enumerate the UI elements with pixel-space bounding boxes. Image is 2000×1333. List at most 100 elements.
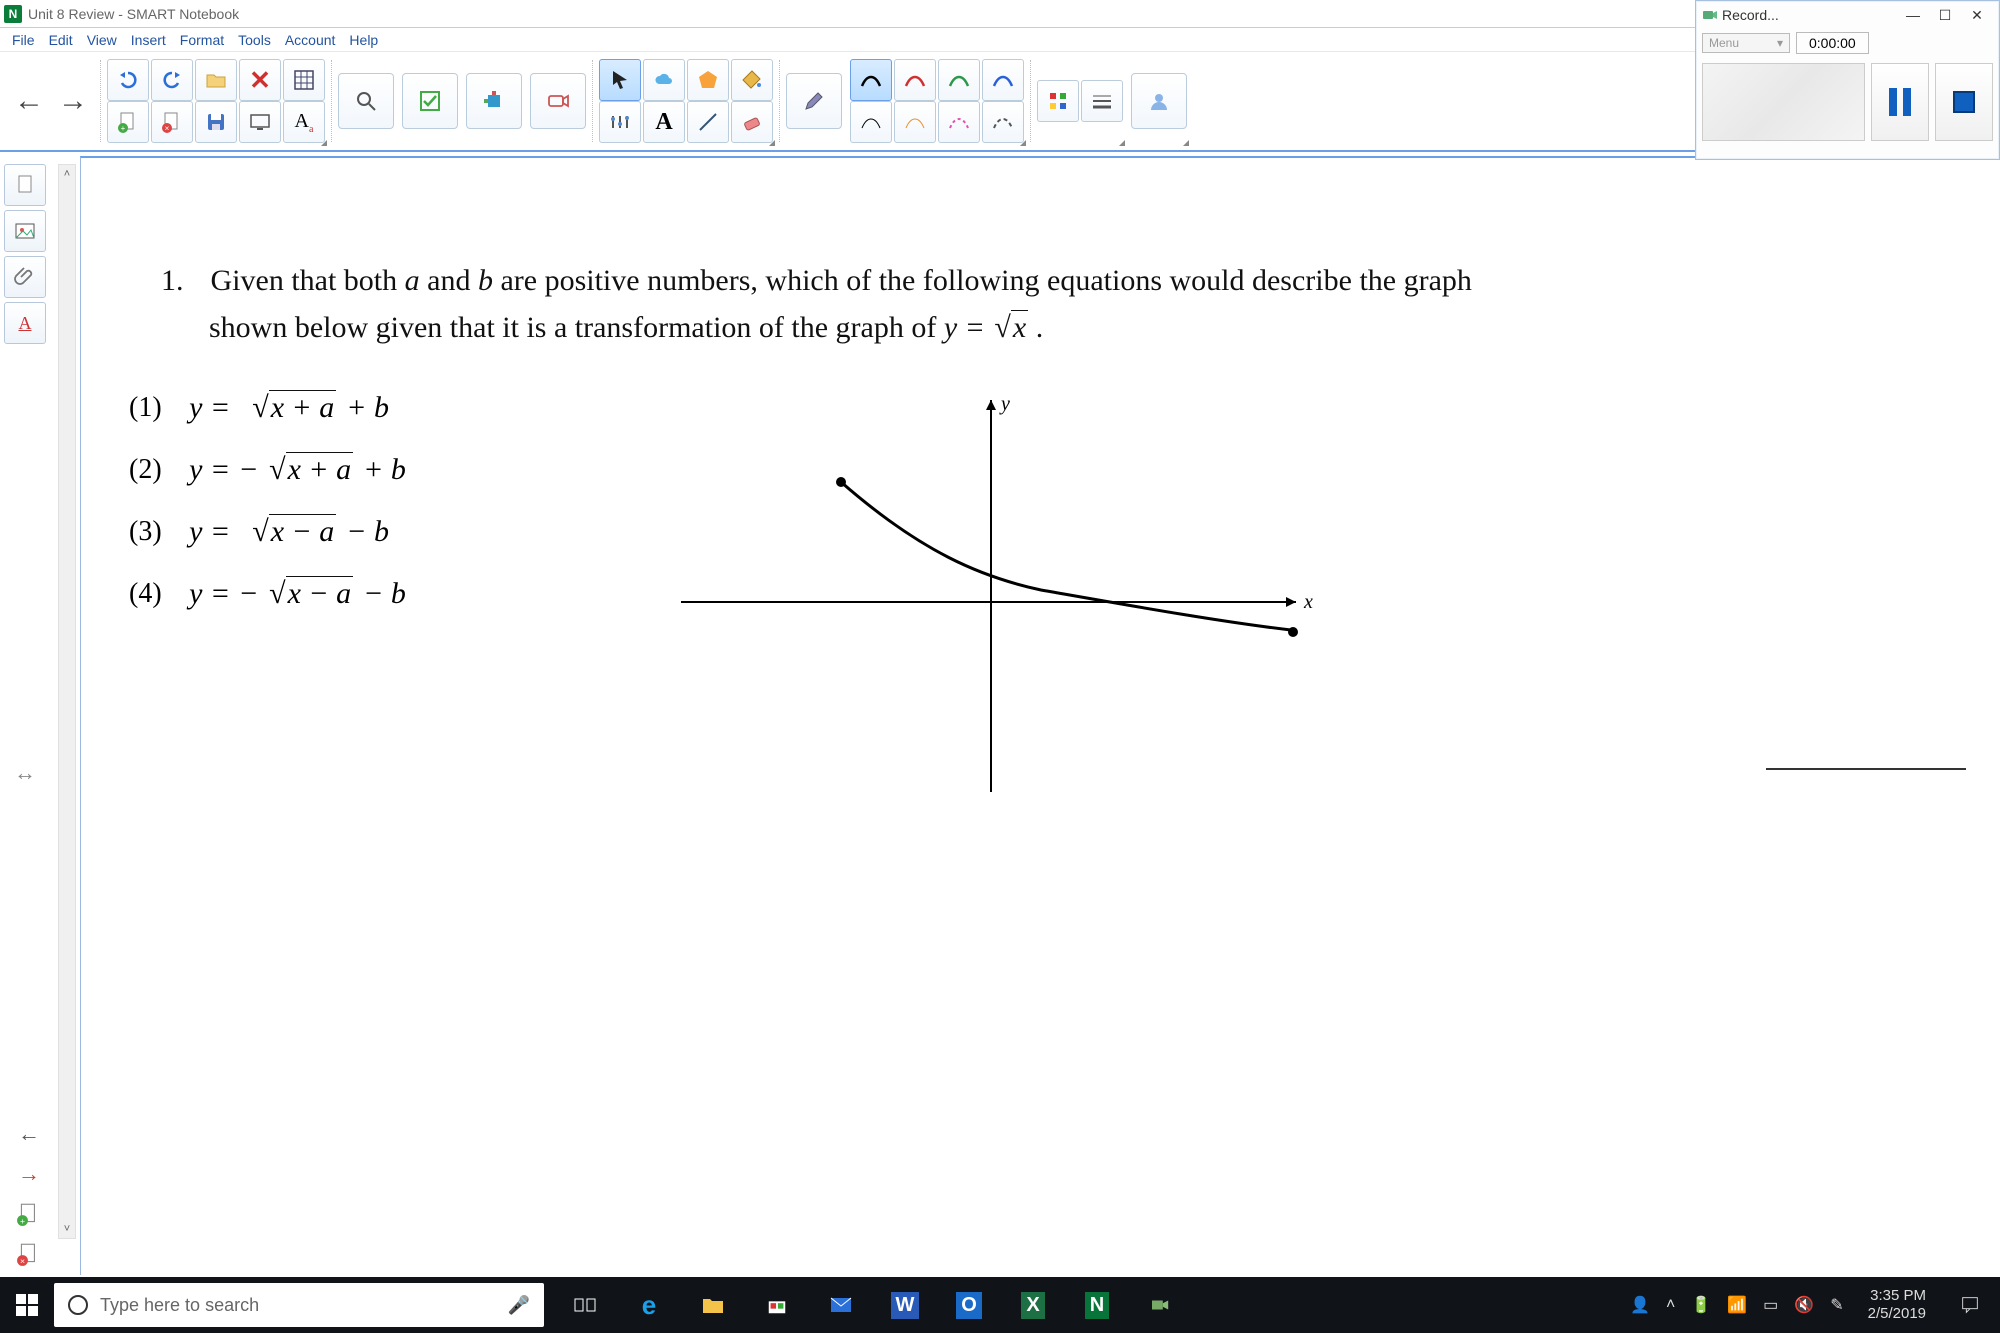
- resize-handle[interactable]: ↔: [14, 760, 36, 786]
- paperclip-icon: [13, 265, 37, 289]
- task-view-icon: [573, 1293, 597, 1317]
- outlook-button[interactable]: O: [942, 1283, 996, 1327]
- page-delete[interactable]: ×: [9, 1237, 49, 1271]
- window-title: Unit 8 Review - SMART Notebook: [28, 6, 239, 22]
- penstyle-1[interactable]: [850, 59, 892, 101]
- addon-button[interactable]: [466, 73, 522, 129]
- notifications-button[interactable]: [1950, 1294, 1990, 1316]
- word-button[interactable]: W: [878, 1283, 932, 1327]
- forward-button[interactable]: →: [52, 80, 94, 122]
- page-next[interactable]: →: [9, 1157, 49, 1191]
- penstyle-4[interactable]: [982, 59, 1024, 101]
- penstyle-7[interactable]: [938, 101, 980, 143]
- question-text: 1. Given that both a and b are positive …: [81, 158, 1996, 351]
- side-scrollbar[interactable]: ˄ ˅: [58, 164, 76, 1239]
- color-palette-button[interactable]: [1037, 80, 1079, 122]
- menu-help[interactable]: Help: [343, 30, 384, 50]
- menu-view[interactable]: View: [81, 30, 123, 50]
- pen-tray-icon[interactable]: ✎: [1830, 1295, 1843, 1315]
- camera-icon: [546, 89, 570, 113]
- users-button[interactable]: [1131, 73, 1187, 129]
- menu-format[interactable]: Format: [174, 30, 230, 50]
- camera-button[interactable]: [530, 73, 586, 129]
- page-prev[interactable]: ←: [9, 1117, 49, 1151]
- shape-poly-button[interactable]: [687, 59, 729, 101]
- delete-page-button[interactable]: ×: [151, 101, 193, 143]
- screen-button[interactable]: [239, 101, 281, 143]
- taskbar-search[interactable]: Type here to search 🎤: [54, 1283, 544, 1327]
- stop-button[interactable]: [1935, 63, 1993, 141]
- wifi-icon[interactable]: 📶: [1727, 1295, 1747, 1315]
- polygon-icon: [696, 68, 720, 92]
- redo-icon: [160, 68, 184, 92]
- line-button[interactable]: [687, 101, 729, 143]
- penstyle-5[interactable]: [850, 101, 892, 143]
- menu-edit[interactable]: Edit: [43, 30, 79, 50]
- mail-button[interactable]: [814, 1283, 868, 1327]
- delete-button[interactable]: ✕: [239, 59, 281, 101]
- recorder-menu-dropdown[interactable]: Menu ▾: [1702, 33, 1790, 53]
- display-icon[interactable]: ▭: [1763, 1295, 1778, 1315]
- tray-chevron-icon[interactable]: ˄: [1666, 1296, 1675, 1314]
- back-arrow-icon: ←: [14, 84, 44, 118]
- pen-button[interactable]: [786, 73, 842, 129]
- del-page-sm-icon: ×: [16, 1241, 42, 1267]
- side-properties[interactable]: A: [4, 302, 46, 344]
- maximize-button[interactable]: ☐: [1929, 4, 1961, 26]
- text-button[interactable]: A: [643, 101, 685, 143]
- fill-button[interactable]: [731, 59, 773, 101]
- page-add[interactable]: +: [9, 1197, 49, 1231]
- undo-button[interactable]: [107, 59, 149, 101]
- explorer-button[interactable]: [686, 1283, 740, 1327]
- close-button[interactable]: ✕: [1961, 4, 1993, 26]
- screen-icon: [248, 110, 272, 134]
- people-icon[interactable]: 👤: [1630, 1295, 1650, 1315]
- stroke-dash-pink-icon: [947, 110, 971, 134]
- penstyle-2[interactable]: [894, 59, 936, 101]
- page-canvas[interactable]: 1. Given that both a and b are positive …: [80, 156, 1996, 1275]
- minimize-button[interactable]: —: [1897, 4, 1929, 26]
- sliders-button[interactable]: [599, 101, 641, 143]
- stroke-green-icon: [947, 68, 971, 92]
- penstyle-3[interactable]: [938, 59, 980, 101]
- scroll-up-icon[interactable]: ˄: [59, 165, 75, 183]
- smart-nb-button[interactable]: N: [1070, 1283, 1124, 1327]
- penstyle-8[interactable]: [982, 101, 1024, 143]
- menu-insert[interactable]: Insert: [125, 30, 172, 50]
- taskbar-clock[interactable]: 3:35 PM 2/5/2019: [1860, 1287, 1934, 1323]
- back-button[interactable]: ←: [8, 80, 50, 122]
- pause-button[interactable]: [1871, 63, 1929, 141]
- table-button[interactable]: [283, 59, 325, 101]
- excel-button[interactable]: X: [1006, 1283, 1060, 1327]
- penstyle-6[interactable]: [894, 101, 936, 143]
- open-button[interactable]: [195, 59, 237, 101]
- check-button[interactable]: [402, 73, 458, 129]
- battery-icon[interactable]: 🔋: [1691, 1295, 1711, 1315]
- start-button[interactable]: [0, 1294, 54, 1316]
- redo-button[interactable]: [151, 59, 193, 101]
- search-placeholder: Type here to search: [100, 1295, 259, 1316]
- side-gallery[interactable]: [4, 210, 46, 252]
- menu-file[interactable]: File: [6, 30, 41, 50]
- sliders-icon: [608, 110, 632, 134]
- scroll-down-icon[interactable]: ˅: [59, 1220, 75, 1238]
- text-style-button[interactable]: Aa: [283, 101, 325, 143]
- volume-icon[interactable]: 🔇: [1794, 1295, 1814, 1315]
- svg-text:x: x: [1303, 591, 1313, 613]
- menu-tools[interactable]: Tools: [232, 30, 277, 50]
- menu-account[interactable]: Account: [279, 30, 342, 50]
- recorder-task-button[interactable]: [1134, 1283, 1188, 1327]
- pointer-button[interactable]: [599, 59, 641, 101]
- shape-cloud-button[interactable]: [643, 59, 685, 101]
- add-page-button[interactable]: +: [107, 101, 149, 143]
- edge-button[interactable]: e: [622, 1283, 676, 1327]
- zoom-button[interactable]: [338, 73, 394, 129]
- side-attachments[interactable]: [4, 256, 46, 298]
- save-button[interactable]: [195, 101, 237, 143]
- store-button[interactable]: [750, 1283, 804, 1327]
- eraser-button[interactable]: [731, 101, 773, 143]
- mic-icon[interactable]: 🎤: [508, 1295, 530, 1316]
- side-page-sorter[interactable]: [4, 164, 46, 206]
- task-view-button[interactable]: [558, 1283, 612, 1327]
- line-width-button[interactable]: [1081, 80, 1123, 122]
